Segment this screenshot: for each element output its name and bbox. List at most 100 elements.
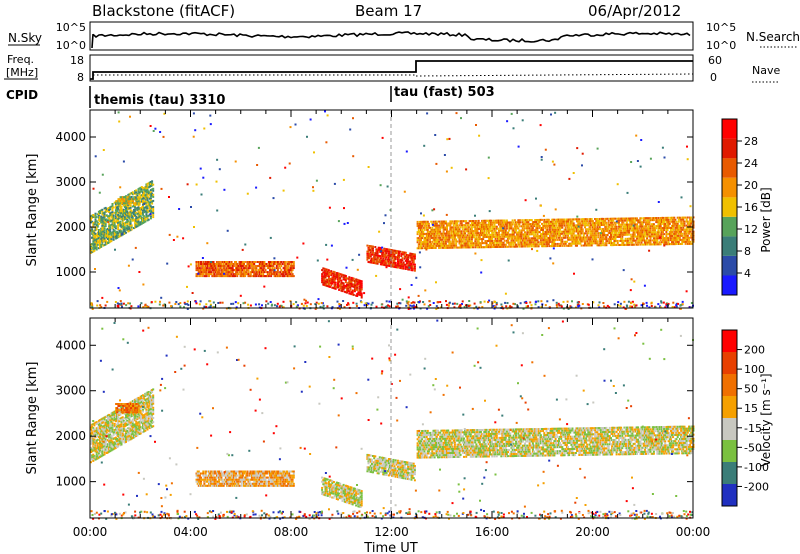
scatter-cell [662,241,664,244]
scatter-cell [452,224,455,227]
scatter-cell [678,236,681,239]
scatter-cell [623,225,626,228]
scatter-cell [249,271,252,274]
scatter-cell [649,219,652,222]
scatter-cell [690,228,693,231]
scatter-cell [421,220,424,223]
scatter-cell [146,195,149,198]
scatter-cell [123,228,126,231]
scatter-cell [501,305,504,308]
scatter-cell [224,263,227,265]
scatter-cell [439,236,442,239]
scatter-cell [283,271,286,274]
scatter-cell [368,245,371,247]
scatter-cell [556,306,558,309]
scatter-cell [690,220,693,223]
scatter-cell [226,267,229,270]
scatter-cell [631,300,634,303]
scatter-cell [349,278,352,281]
scatter-cell [467,232,470,235]
scatter-cell [608,223,611,226]
scatter-cell [586,244,589,247]
scatter-cell [596,244,599,247]
scatter-cell [108,207,111,209]
scatter-cell [134,210,137,213]
scatter-cell [608,232,611,234]
scatter-cell [559,224,562,227]
scatter-cell [492,225,495,228]
scatter-cell [568,244,571,247]
scatter-cell [511,231,514,234]
scatter-cell [123,202,125,205]
scatter-cell [551,160,554,163]
scatter-cell [666,222,669,225]
scatter-cell [649,241,652,244]
scatter-cell [516,237,519,240]
scatter-cell [459,226,462,229]
scatter-cell [205,303,208,306]
scatter-cell [338,274,341,277]
scatter-cell [656,235,659,238]
scatter-cell [651,231,654,234]
scatter-cell [119,196,122,199]
scatter-cell [539,237,542,240]
scatter-cell [641,233,644,236]
scatter-cell [418,233,421,235]
scatter-cell [521,223,524,226]
scatter-cell [108,231,111,234]
scatter-cell [568,230,571,233]
scatter-cell [475,234,478,237]
scatter-cell [228,271,231,274]
scatter-cell [598,220,601,222]
scatter-cell [528,231,531,234]
scatter-cell [552,230,555,233]
scatter-cell [425,220,428,223]
scatter-cell [228,275,231,278]
scatter-cell [613,221,616,224]
scatter-cell [516,305,519,308]
scatter-cell [389,263,391,265]
scatter-cell [119,198,122,201]
scatter-cell [547,241,550,244]
scatter-cell [594,236,597,239]
scatter-cell [438,246,441,249]
scatter-cell [323,275,326,278]
scatter-cell [673,218,676,221]
scatter-cell [144,200,147,203]
scatter-cell [323,273,326,276]
scatter-cell [501,241,504,244]
scatter-cell [491,240,494,242]
scatter-cell [487,229,490,232]
scatter-cell [551,237,554,239]
scatter-cell [204,261,207,263]
scatter-cell [578,238,581,241]
scatter-cell [537,241,540,244]
scatter-cell [556,218,559,221]
scatter-cell [410,269,413,272]
scatter-cell [665,229,668,231]
scatter-cell [382,261,385,264]
scatter-cell [477,228,480,230]
scatter-cell [110,205,113,208]
scatter-cell [459,220,462,223]
scatter-cell [496,241,499,244]
scatter-cell [431,236,434,239]
scatter-cell [404,263,407,266]
scatter-cell [478,228,481,230]
scatter-cell [526,231,529,234]
scatter-cell [418,222,421,225]
scatter-cell [419,266,422,269]
scatter-cell [664,218,667,221]
scatter-cell [351,258,354,261]
scatter-cell [652,223,655,226]
scatter-cell [451,246,454,249]
scatter-cell [453,302,456,305]
scatter-cell [536,219,539,221]
scatter-cell [484,227,487,230]
scatter-cell [680,196,683,199]
scatter-cell [444,242,447,245]
scatter-cell [620,225,623,228]
scatter-cell [577,225,580,228]
scatter-cell [360,301,363,304]
scatter-cell [438,220,441,223]
